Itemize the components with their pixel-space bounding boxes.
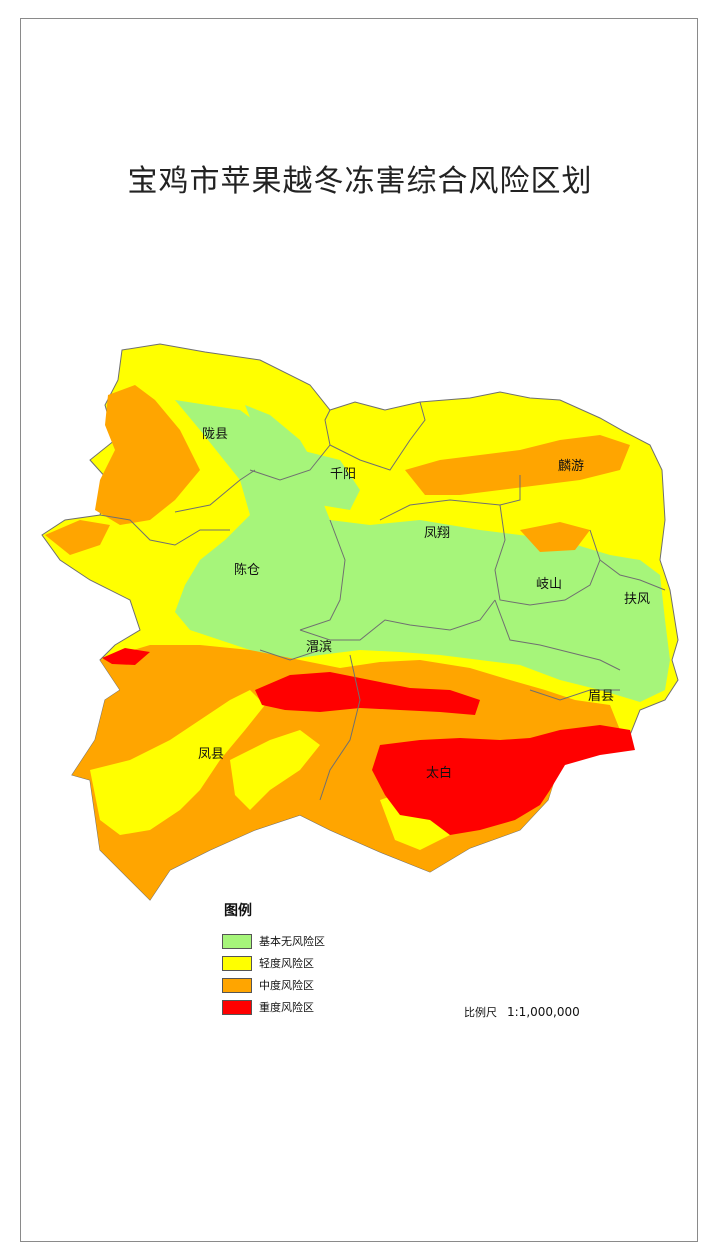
scale-bar: 比例尺 1:1,000,000 xyxy=(464,1004,580,1020)
legend-swatch xyxy=(222,999,252,1015)
county-boundaries xyxy=(99,401,666,801)
county-label-taibai: 太白 xyxy=(426,765,452,781)
no-risk-zone-north xyxy=(245,405,315,470)
severe-zone-ridge xyxy=(255,672,480,715)
legend-title: 图例 xyxy=(224,903,252,919)
scale-value: 1:1,000,000 xyxy=(507,1005,580,1019)
moderate-zone-northeast xyxy=(405,435,630,495)
scale-label: 比例尺 xyxy=(464,1006,497,1019)
county-label-linyou: 麟游 xyxy=(558,458,584,474)
map-title: 宝鸡市苹果越冬冻害综合风险区划 xyxy=(127,164,593,199)
legend-swatch xyxy=(222,977,252,993)
county-label-weibin: 渭滨 xyxy=(306,639,332,655)
legend-swatch xyxy=(222,933,252,949)
county-label-longxian: 陇县 xyxy=(202,427,228,442)
legend-label: 重度风险区 xyxy=(259,1001,314,1014)
county-labels: 陇县 千阳 麟游 凤翔 陈仓 岐山 扶风 渭滨 眉县 凤县 太白 xyxy=(198,427,650,781)
legend-label: 轻度风险区 xyxy=(259,957,314,970)
legend-item-light-risk: 轻度风险区 xyxy=(222,952,325,974)
valley-fengxian xyxy=(90,690,265,835)
moderate-zone-south xyxy=(72,645,620,900)
county-label-qianyang: 千阳 xyxy=(330,467,356,482)
legend: 图例 基本无风险区 轻度风险区 中度风险区 重度风险区 xyxy=(222,900,325,1018)
severe-zone-west-edge xyxy=(102,648,150,665)
severe-zone-taibai xyxy=(372,725,635,835)
legend-item-no-risk: 基本无风险区 xyxy=(222,930,325,952)
valley-fengxian-2 xyxy=(230,730,320,810)
county-label-fengxiang: 凤翔 xyxy=(424,526,450,541)
county-label-meixian: 眉县 xyxy=(588,689,614,704)
legend-label: 基本无风险区 xyxy=(259,935,325,948)
moderate-zone-west xyxy=(95,385,200,525)
legend-swatch xyxy=(222,955,252,971)
county-label-chencang: 陈仓 xyxy=(234,562,260,578)
legend-item-severe-risk: 重度风险区 xyxy=(222,996,325,1018)
no-risk-zone-streak xyxy=(300,450,360,510)
county-label-fufeng: 扶风 xyxy=(624,592,650,607)
moderate-zone-fengxiang xyxy=(520,522,590,552)
county-label-fengxian: 凤县 xyxy=(198,747,224,762)
no-risk-zone xyxy=(175,400,670,702)
moderate-zone-west-tip xyxy=(45,520,110,555)
legend-item-moderate-risk: 中度风险区 xyxy=(222,974,325,996)
legend-label: 中度风险区 xyxy=(259,979,314,992)
county-label-qishan: 岐山 xyxy=(536,577,562,592)
